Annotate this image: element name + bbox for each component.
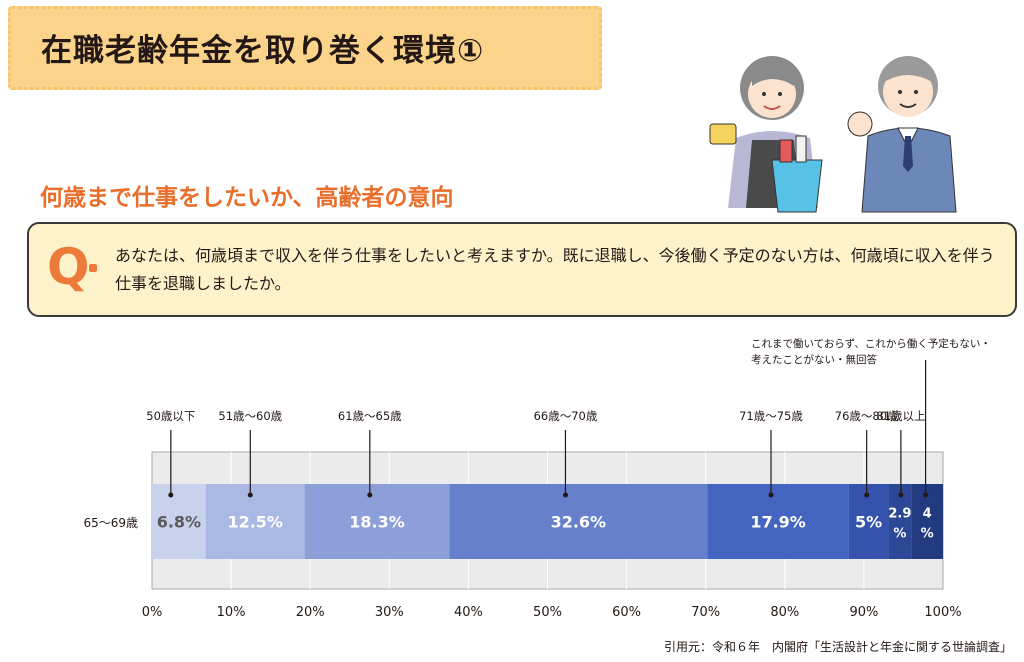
- x-tick-label: 80%: [770, 605, 799, 620]
- question-box: Q あなたは、何歳頃まで収入を伴う仕事をしたいと考えますか。既に退職し、今後働く…: [27, 222, 1017, 317]
- x-tick-label: 60%: [612, 605, 641, 620]
- data-label: 2.9: [888, 507, 911, 522]
- bar-segment: [888, 484, 912, 559]
- bar-segment: [205, 484, 305, 559]
- other-response-note: これまで働いておらず、これから働く予定もない・ 考えたことがない・無回答: [751, 336, 991, 368]
- x-tick-label: 0%: [142, 605, 163, 620]
- x-tick-label: 100%: [924, 605, 961, 620]
- data-label-unit: %: [921, 527, 934, 542]
- question-dot-icon: [89, 264, 97, 272]
- series-name-label: 61歳～65歳: [338, 409, 402, 423]
- series-name-label: 76歳～80歳: [835, 409, 899, 423]
- x-tick-label: 20%: [296, 605, 325, 620]
- x-tick-label: 40%: [454, 605, 483, 620]
- bar-segment: [449, 484, 708, 559]
- other-response-note-line-2: 考えたことがない・無回答: [751, 354, 877, 366]
- data-label: 4: [923, 507, 932, 522]
- x-tick-label: 50%: [533, 605, 562, 620]
- question-mark-label: Q: [47, 238, 90, 296]
- series-name-label: 71歳～75歳: [739, 409, 803, 423]
- data-label-unit: %: [893, 527, 906, 542]
- x-tick-label: 70%: [691, 605, 720, 620]
- series-name-label: 66歳～70歳: [534, 409, 598, 423]
- page-title: 在職老齢年金を取り巻く環境①: [41, 33, 485, 69]
- y-category-label: 65～69歳: [83, 516, 138, 530]
- source-citation: 引用元：令和６年 内閣府「生活設計と年金に関する世論調査」: [663, 640, 1012, 654]
- bar-segment: [152, 484, 206, 559]
- data-label: 32.6%: [551, 513, 607, 532]
- data-label: 18.3%: [349, 513, 405, 532]
- title-banner: 在職老齢年金を取り巻く環境①: [8, 6, 602, 90]
- data-label: 17.9%: [750, 513, 806, 532]
- x-tick-label: 90%: [849, 605, 878, 620]
- series-name-label: 50歳以下: [146, 409, 195, 423]
- chart-subtitle: 何歳まで仕事をしたいか、高齢者の意向: [40, 185, 454, 211]
- series-name-label: 51歳～60歳: [218, 409, 282, 423]
- other-response-note-line-1: これまで働いておらず、これから働く予定もない・: [751, 338, 991, 350]
- bar-segment: [707, 484, 849, 559]
- series-name-label: 81歳以上: [876, 409, 925, 423]
- question-text: あなたは、何歳頃まで収入を伴う仕事をしたいと考えますか。既に退職し、今後働く予定…: [115, 246, 995, 293]
- x-tick-label: 10%: [217, 605, 246, 620]
- bar-segment: [304, 484, 450, 559]
- data-label: 6.8%: [157, 513, 201, 532]
- x-tick-label: 30%: [375, 605, 404, 620]
- data-label: 12.5%: [227, 513, 283, 532]
- elderly-workers-illustration: [700, 28, 1010, 222]
- data-label: 5%: [855, 513, 882, 532]
